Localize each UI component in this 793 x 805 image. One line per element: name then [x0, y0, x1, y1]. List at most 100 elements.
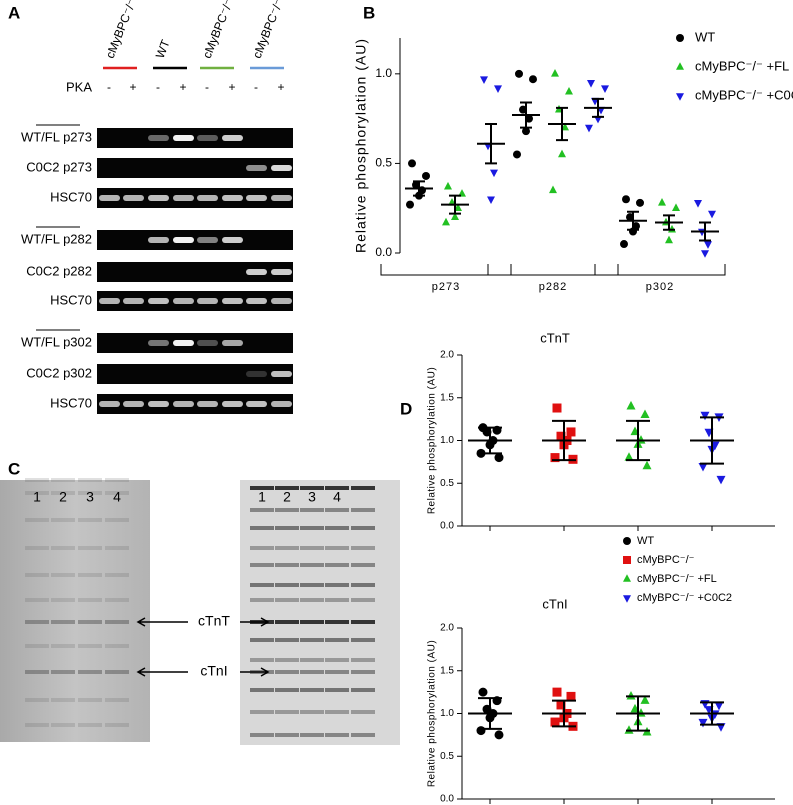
- band: [222, 237, 243, 243]
- gel-band: [105, 546, 129, 550]
- band: [99, 195, 120, 201]
- blot-strip: [97, 128, 293, 148]
- gel-right: [240, 480, 400, 745]
- pka-sign: +: [228, 80, 235, 94]
- point: [451, 212, 459, 220]
- band: [148, 237, 169, 243]
- point: [422, 171, 430, 180]
- band: [222, 195, 243, 201]
- band: [197, 340, 218, 346]
- y-tick-label: 1.0: [440, 708, 454, 719]
- point: [565, 86, 573, 95]
- gel-band: [275, 508, 299, 512]
- point: [552, 403, 562, 413]
- band: [222, 298, 243, 304]
- band: [271, 195, 292, 201]
- gel-band: [105, 698, 129, 702]
- gel-band: [105, 620, 129, 624]
- band: [222, 340, 243, 346]
- gel-band: [325, 486, 349, 490]
- band: [197, 195, 218, 201]
- gel-band: [325, 546, 349, 550]
- y-tick-label: 0.0: [440, 794, 454, 805]
- x-tick-label: p302: [646, 281, 674, 293]
- row-label: WT/FL p282: [21, 231, 92, 246]
- point: [515, 69, 523, 78]
- point: [620, 240, 628, 249]
- lane-number: 2: [283, 489, 291, 505]
- band: [197, 237, 218, 243]
- gel-band: [51, 491, 75, 495]
- error-bar: [700, 701, 724, 726]
- point: [494, 453, 504, 463]
- y-tick-label: 1.0: [375, 66, 392, 80]
- legend-label: cMyBPC⁻/⁻: [637, 554, 695, 566]
- point: [566, 427, 576, 437]
- point: [478, 687, 488, 697]
- gel-band: [78, 598, 102, 602]
- gel-band: [300, 546, 324, 550]
- column-header: cMyBPC⁻/⁻ +GFP: [103, 0, 153, 60]
- point: [626, 400, 636, 410]
- point: [476, 726, 486, 736]
- row-label: C0C2 p273: [26, 159, 92, 174]
- band: [246, 269, 267, 275]
- point: [626, 691, 636, 700]
- gel-band: [300, 583, 324, 587]
- error-bar: [485, 123, 497, 165]
- gel-band: [351, 546, 375, 550]
- point: [585, 124, 593, 133]
- gel-band: [250, 733, 274, 737]
- lane-number: 4: [113, 489, 121, 505]
- gel-band: [351, 486, 375, 490]
- gel-band: [275, 563, 299, 567]
- gels: 1 2 3 4 1 2 3 4 cTnT cTnI: [0, 478, 400, 745]
- point: [623, 556, 631, 564]
- point: [623, 595, 631, 603]
- legend-label: WT: [695, 29, 715, 44]
- blot-strip: [97, 262, 293, 282]
- point: [556, 700, 566, 710]
- point: [642, 460, 652, 470]
- point: [601, 85, 609, 93]
- gel-band: [275, 620, 299, 624]
- band: [123, 401, 144, 407]
- y-tick-label: 0.0: [375, 245, 392, 259]
- point: [624, 452, 634, 461]
- point: [700, 411, 710, 421]
- point: [624, 725, 634, 734]
- gel-band: [51, 698, 75, 702]
- band: [99, 298, 120, 304]
- row-label: C0C2 p282: [26, 263, 92, 278]
- band: [197, 401, 218, 407]
- chart-title: cTnT: [540, 330, 570, 345]
- gel-band: [51, 478, 75, 482]
- gel-band: [275, 526, 299, 530]
- gel-band: [351, 583, 375, 587]
- band: [173, 195, 194, 201]
- row-label: C0C2 p302: [26, 365, 92, 380]
- panel-label: B: [363, 3, 375, 22]
- panel-label: D: [400, 399, 412, 418]
- band: [271, 165, 292, 171]
- band: [246, 401, 267, 407]
- legend-label: cMyBPC⁻/⁻ +FL: [637, 573, 717, 585]
- gel-band: [25, 598, 49, 602]
- band: [271, 298, 292, 304]
- pka-sign: -: [254, 80, 258, 94]
- gel-band: [275, 598, 299, 602]
- band: [246, 165, 267, 171]
- gel-band: [51, 670, 75, 674]
- point: [694, 200, 702, 208]
- pka-sign: +: [129, 80, 136, 94]
- point: [658, 198, 666, 206]
- y-tick-label: 2.0: [440, 350, 454, 361]
- gel-band: [300, 526, 324, 530]
- point: [676, 34, 684, 42]
- gel-left: [0, 480, 150, 742]
- category-bracket: [380, 264, 512, 276]
- band: [271, 401, 292, 407]
- gel-band: [78, 546, 102, 550]
